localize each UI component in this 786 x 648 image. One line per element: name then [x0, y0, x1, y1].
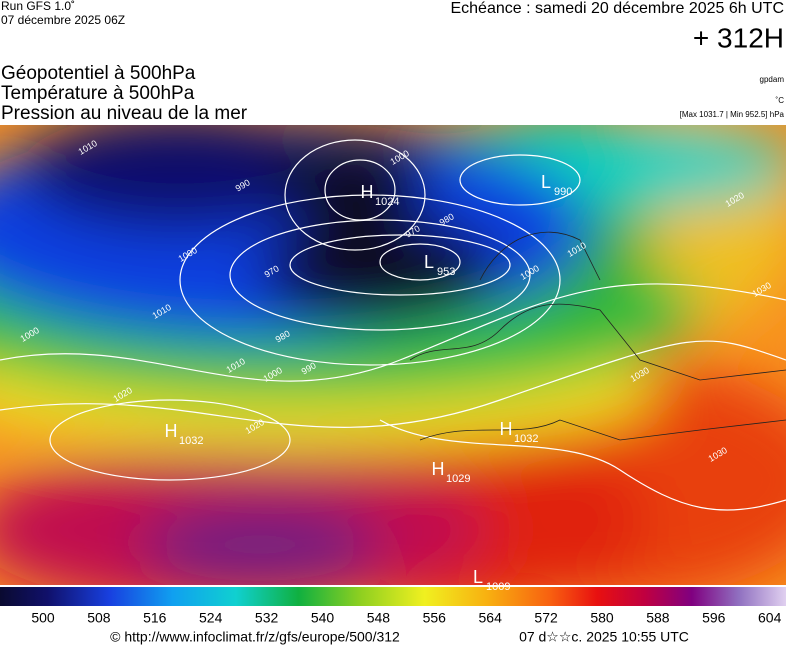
contours [0, 139, 786, 511]
center-letter: H [165, 421, 178, 441]
map [0, 125, 786, 585]
colorbar-label: 508 [87, 610, 111, 626]
colorbar-label: 572 [534, 610, 558, 626]
colorbar-label: 580 [590, 610, 614, 626]
lead-time: + 312H [693, 22, 784, 53]
unit: ˚C [776, 96, 785, 105]
coastlines [409, 231, 786, 441]
colorbar-label: 588 [646, 610, 670, 626]
center-value: 953 [437, 266, 455, 278]
colorbar-label: 500 [31, 610, 55, 626]
source: © http://www.infoclimat.fr/z/gfs/europe/… [110, 629, 400, 645]
colorbar-label: 548 [367, 610, 391, 626]
center-value: 1032 [514, 433, 538, 445]
center-letter: L [541, 172, 551, 192]
center-letter: H [361, 182, 374, 202]
center-value: 1009 [486, 581, 510, 593]
field: Géopotentiel à 500hPa [1, 63, 196, 84]
field: Température à 500hPa [1, 83, 195, 104]
colorbar-label: 564 [479, 610, 503, 626]
unit: gpdam [760, 75, 785, 84]
timestamp: 07 d☆☆c. 2025 10:55 UTC [519, 629, 689, 645]
header: Run GFS 1.0˚ 07 décembre 2025 06Z Echéan… [1, 0, 785, 124]
colorbar [0, 587, 786, 606]
unit: [Max 1031.7 | Min 952.5] hPa [680, 110, 785, 119]
colorbar-label: 596 [702, 610, 726, 626]
center-value: 1029 [446, 473, 470, 485]
center-letter: L [424, 252, 434, 272]
center-letter: H [432, 459, 445, 479]
center-value: 1024 [375, 196, 399, 208]
colorbar-label: 540 [311, 610, 335, 626]
field: Pression au niveau de la mer [1, 103, 248, 124]
colorbar-label: 604 [758, 610, 782, 626]
center-value: 1032 [179, 435, 203, 447]
center-letter: L [473, 567, 483, 587]
center-letter: H [500, 419, 513, 439]
colorbar-label: 532 [255, 610, 279, 626]
colorbar-label: 556 [423, 610, 447, 626]
run-date: 07 décembre 2025 06Z [1, 13, 125, 27]
valid-time: Echéance : samedi 20 décembre 2025 6h UT… [450, 0, 784, 17]
colorbar-labels: 500 508 516 524 532 540 548 556 564 572 580 588 596 6… [31, 610, 781, 626]
colorbar-label: 524 [199, 610, 223, 626]
center-value: 990 [554, 186, 572, 198]
run: Run GFS 1.0˚ [1, 0, 75, 13]
colorbar-label: 516 [143, 610, 167, 626]
